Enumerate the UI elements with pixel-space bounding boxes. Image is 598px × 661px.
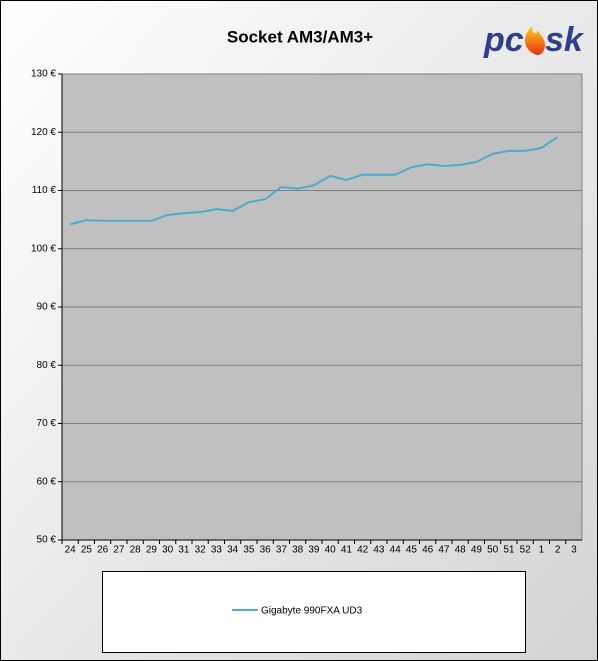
- y-tick-label: 70 €: [37, 418, 57, 429]
- y-tick-label: 120 €: [31, 127, 56, 138]
- logo-flame: [525, 26, 546, 55]
- x-tick-label: 38: [292, 545, 304, 556]
- x-tick-label: 34: [227, 545, 239, 556]
- x-tick-label: 49: [471, 545, 483, 556]
- x-tick-label: 47: [438, 545, 450, 556]
- y-tick-label: 130 €: [31, 69, 56, 80]
- x-tick-label: 48: [455, 545, 467, 556]
- x-tick-label: 41: [341, 545, 353, 556]
- y-tick-label: 50 €: [37, 535, 57, 546]
- x-tick-label: 43: [373, 545, 385, 556]
- x-tick-label: 39: [308, 545, 320, 556]
- y-tick-label: 110 €: [32, 185, 57, 196]
- x-tick-label: 51: [503, 545, 515, 556]
- y-tick-label: 60 €: [37, 476, 57, 487]
- x-tick-label: 27: [113, 545, 125, 556]
- x-tick-label: 40: [325, 545, 337, 556]
- chart-title: Socket AM3/AM3+: [227, 27, 373, 46]
- x-tick-label: 44: [390, 545, 402, 556]
- y-tick-label: 80 €: [37, 360, 57, 371]
- line: [69, 136, 559, 226]
- y-tick-label: 100 €: [31, 243, 56, 254]
- x-tick-label: 50: [487, 545, 499, 556]
- x-tick-label: 29: [146, 545, 158, 556]
- x-tick-label: 32: [195, 545, 207, 556]
- x-tick-label: 24: [65, 545, 77, 556]
- x-tick-label: 36: [260, 545, 272, 556]
- x-tick-label: 2: [555, 545, 561, 556]
- logo: sk: [545, 21, 585, 59]
- x-tick-label: 26: [97, 545, 109, 556]
- x-tick-label: 45: [406, 545, 418, 556]
- x-tick-label: 33: [211, 545, 223, 556]
- legend: [102, 571, 526, 653]
- x-tick-label: 52: [520, 545, 532, 556]
- x-tick-label: 42: [357, 545, 369, 556]
- legend-label: Gigabyte 990FXA UD3: [261, 606, 363, 617]
- x-tick-label: 46: [422, 545, 434, 556]
- x-tick-label: 25: [81, 545, 93, 556]
- logo: pc: [483, 21, 524, 59]
- x-tick-label: 1: [539, 545, 545, 556]
- y-tick-label: 90 €: [37, 302, 57, 313]
- x-tick-label: 28: [130, 545, 142, 556]
- x-tick-label: 35: [243, 545, 255, 556]
- x-tick-label: 30: [162, 545, 174, 556]
- x-tick-label: 37: [276, 545, 288, 556]
- x-tick-label: 31: [178, 545, 190, 556]
- x-tick-label: 3: [571, 545, 577, 556]
